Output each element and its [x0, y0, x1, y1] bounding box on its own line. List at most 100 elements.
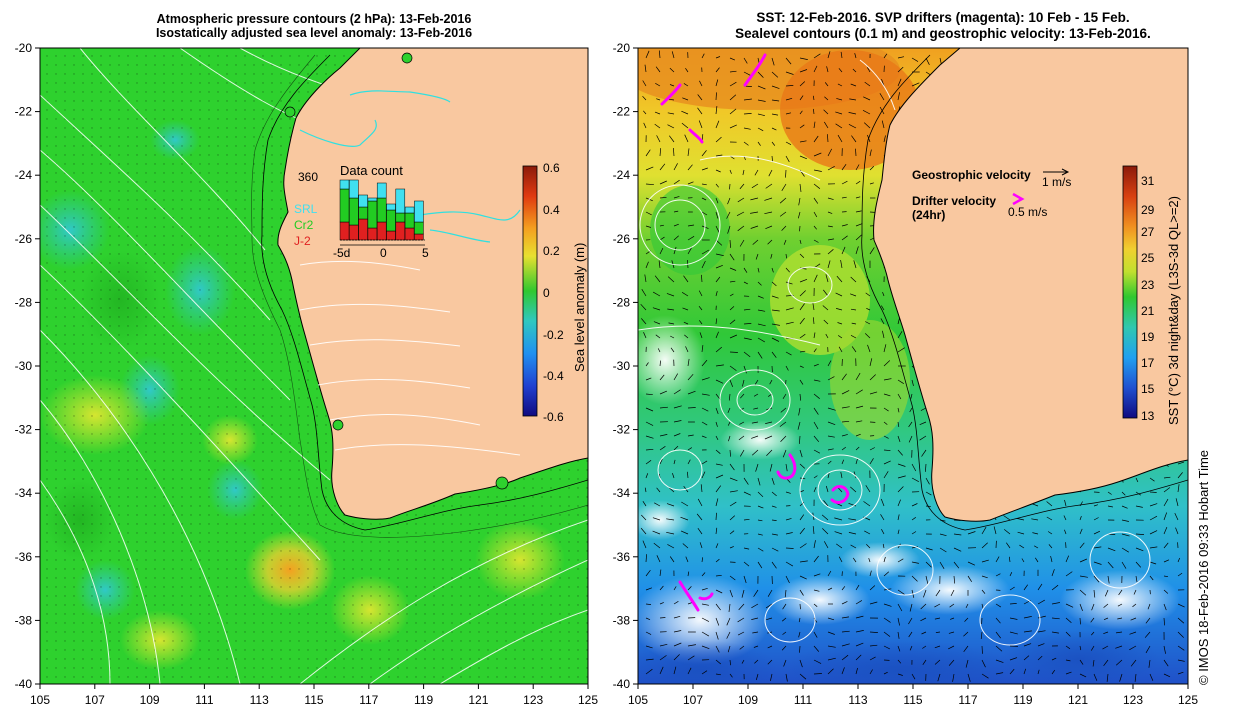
- geo-arrow: [855, 654, 862, 661]
- geo-arrow: [656, 98, 661, 101]
- left-land: [277, 48, 588, 520]
- geo-arrow: [1009, 668, 1015, 675]
- geo-arrow: [673, 373, 679, 381]
- geo-arrow: [813, 108, 815, 115]
- geo-arrow: [771, 141, 776, 146]
- inset-xtick-neg5: -5d: [333, 246, 350, 260]
- geo-arrow: [869, 458, 874, 465]
- geo-arrow: [729, 57, 736, 61]
- geo-arrow: [755, 673, 759, 681]
- geo-arrow: [840, 472, 843, 479]
- sst-white-cloud-4: [890, 565, 1010, 615]
- geo-arrow: [687, 434, 694, 437]
- geo-arrow: [785, 673, 788, 682]
- geo-arrow: [880, 318, 885, 325]
- geo-arrow: [1177, 484, 1180, 493]
- geo-arrow: [668, 98, 675, 101]
- left-lon-tick-label: 109: [140, 693, 160, 707]
- inset-title: Data count: [340, 163, 403, 178]
- geo-arrow: [869, 391, 878, 395]
- geo-arrow: [654, 111, 661, 115]
- geo-arrow: [1046, 501, 1053, 507]
- geo-arrow: [813, 555, 819, 563]
- geo-arrow: [740, 393, 745, 399]
- geo-arrow: [897, 449, 903, 456]
- geo-arrow: [869, 182, 874, 185]
- geo-arrow: [798, 617, 801, 623]
- land-sla-contour-3: [309, 339, 461, 347]
- drifter-velocity-arrow: [1012, 192, 1025, 206]
- geo-arrow: [755, 463, 759, 472]
- geo-arrow: [855, 148, 857, 157]
- geo-arrow: [684, 334, 689, 339]
- geo-arrow: [757, 267, 760, 273]
- left-lat-tick-label: -20: [15, 41, 33, 55]
- geo-arrow: [743, 267, 748, 273]
- geo-arrow: [799, 393, 802, 401]
- geo-arrow: [1051, 657, 1057, 661]
- geo-arrow: [653, 542, 661, 549]
- geo-arrow: [645, 658, 654, 661]
- geo-arrow: [771, 351, 777, 358]
- geo-arrow: [827, 645, 836, 648]
- left-lat-tick-label: -30: [15, 359, 33, 373]
- geo-arrow: [767, 589, 773, 597]
- pressure-contour-11: [369, 559, 588, 684]
- geo-arrow: [687, 459, 691, 465]
- geo-arrow: [715, 589, 723, 594]
- geo-arrow: [1093, 517, 1099, 521]
- geo-arrow: [967, 575, 972, 582]
- geo-arrow: [782, 449, 787, 458]
- geo-arrow: [771, 85, 780, 89]
- tide-gauge-1: [401, 52, 413, 64]
- inset-bar-3-srl: [367, 197, 378, 202]
- geo-arrow: [1107, 547, 1116, 552]
- right-lon-tick-label: 105: [628, 693, 648, 707]
- geo-arrow: [1093, 673, 1098, 681]
- geo-arrow: [841, 643, 850, 647]
- geo-arrow: [771, 155, 773, 162]
- geo-arrow: [1174, 512, 1179, 521]
- geo-arrow: [1117, 603, 1123, 607]
- sealevel-contour-2: [639, 184, 721, 266]
- geo-arrow: [645, 377, 652, 381]
- sst-colorbar-gradient: [1122, 165, 1138, 419]
- geo-arrow: [813, 152, 822, 157]
- geo-arrow: [1090, 645, 1095, 651]
- geo-arrow: [1121, 533, 1130, 537]
- geo-arrow: [715, 56, 721, 59]
- geo-arrow: [841, 420, 850, 423]
- geo-arrow: [658, 260, 661, 269]
- geo-arrow: [911, 517, 917, 521]
- left-lon-tick-label: 119: [414, 693, 433, 707]
- geo-arrow: [729, 589, 733, 598]
- geo-arrow: [909, 603, 913, 612]
- left-lat-tick-label: -36: [15, 550, 33, 564]
- geo-arrow: [750, 211, 759, 214]
- geo-arrow: [1051, 569, 1055, 577]
- geo-arrow: [687, 407, 696, 409]
- geo-arrow: [897, 347, 905, 353]
- geo-arrow: [1009, 586, 1015, 591]
- geo-arrow: [738, 435, 745, 441]
- geo-arrow: [642, 80, 647, 87]
- geo-arrow: [757, 113, 765, 116]
- geo-arrow: [1079, 617, 1081, 625]
- geo-arrow: [799, 463, 806, 469]
- geo-arrow: [728, 393, 731, 401]
- geo-arrow: [779, 197, 787, 204]
- geo-arrow: [849, 98, 857, 101]
- geo-arrow: [1121, 547, 1129, 553]
- geo-arrow: [799, 645, 801, 653]
- geo-arrow: [1037, 599, 1045, 605]
- geo-arrow: [908, 435, 913, 443]
- right-axes: -20 -22 -24 -26 -28 -30 -32 -34 -36 -38 -40 105 107 1…: [613, 41, 1199, 707]
- geo-arrow: [1065, 571, 1073, 577]
- geo-arrow: [659, 224, 664, 227]
- geo-arrow: [640, 527, 647, 535]
- geo-arrow: [995, 631, 1001, 639]
- geo-arrow: [701, 670, 708, 675]
- geo-arrow: [669, 84, 675, 87]
- geo-arrow: [687, 224, 695, 227]
- geo-arrow: [908, 631, 913, 638]
